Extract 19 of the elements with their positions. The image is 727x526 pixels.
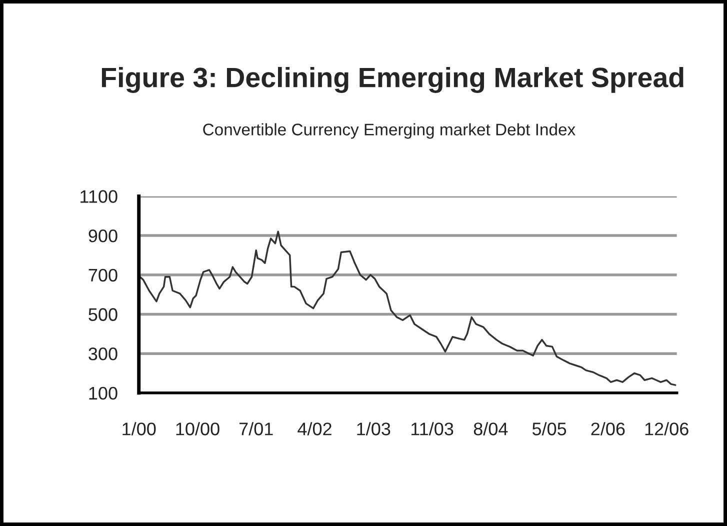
y-tick-label: 500 [88, 308, 118, 321]
x-tick-label: 5/05 [532, 422, 566, 436]
x-tick-label: 1/00 [122, 422, 156, 436]
y-tick-label: 700 [88, 268, 118, 282]
chart-subtitle: Convertible Currency Emerging market Debt Index [203, 123, 576, 139]
x-tick-label: 8/04 [474, 422, 508, 436]
y-tick-label: 300 [88, 348, 118, 360]
x-tick-label: 7/01 [239, 422, 273, 436]
x-tick-label: 1/03 [357, 422, 390, 436]
y-tick-label: 100 [89, 386, 118, 400]
x-tick-label: 4/02 [298, 422, 332, 436]
x-tick-label: 10/00 [176, 422, 220, 436]
y-tick-label: 1100 [80, 190, 118, 203]
y-tick-label: 900 [88, 229, 118, 242]
chart-title: Figure 3: Declining Emerging Market Spread [102, 66, 684, 93]
x-tick-label: 2/06 [591, 422, 625, 436]
x-tick-label: 11/03 [411, 422, 454, 436]
line-series [138, 230, 676, 386]
x-tick-label: 12/06 [645, 422, 688, 436]
